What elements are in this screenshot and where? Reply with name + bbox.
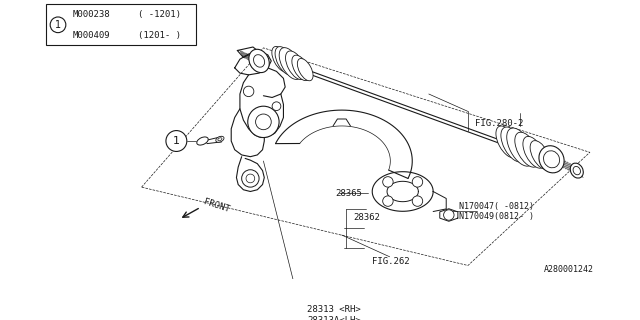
Ellipse shape	[275, 47, 295, 75]
Text: M000409: M000409	[73, 30, 111, 40]
Ellipse shape	[292, 55, 310, 81]
Circle shape	[412, 177, 422, 187]
Circle shape	[412, 196, 422, 206]
Circle shape	[246, 174, 255, 183]
Ellipse shape	[272, 46, 290, 72]
Text: FIG.262: FIG.262	[372, 257, 410, 266]
Text: 28365: 28365	[335, 189, 362, 198]
Text: M000238: M000238	[73, 10, 111, 19]
Text: FIG.280-2: FIG.280-2	[475, 119, 524, 128]
Ellipse shape	[496, 126, 518, 158]
Ellipse shape	[279, 48, 301, 79]
Circle shape	[272, 102, 281, 110]
Ellipse shape	[285, 51, 306, 80]
Text: 28362: 28362	[353, 213, 380, 222]
Ellipse shape	[253, 55, 264, 67]
Text: (1201- ): (1201- )	[138, 30, 181, 40]
Ellipse shape	[218, 138, 222, 141]
Ellipse shape	[196, 137, 208, 145]
Ellipse shape	[543, 151, 559, 168]
Text: ( -1201): ( -1201)	[138, 10, 181, 19]
Circle shape	[248, 106, 279, 138]
Text: N170049(0812- ): N170049(0812- )	[460, 212, 534, 221]
Ellipse shape	[249, 49, 269, 73]
Ellipse shape	[515, 132, 540, 167]
Ellipse shape	[216, 136, 224, 142]
Ellipse shape	[539, 146, 564, 173]
Text: FRONT: FRONT	[202, 197, 231, 214]
Circle shape	[242, 170, 259, 187]
Ellipse shape	[573, 166, 580, 175]
Ellipse shape	[501, 127, 525, 162]
Text: 28313A<LH>: 28313A<LH>	[307, 316, 361, 320]
Text: A280001242: A280001242	[544, 265, 594, 274]
Text: 28313 <RH>: 28313 <RH>	[307, 305, 361, 314]
Ellipse shape	[530, 140, 550, 169]
Bar	[46, 4, 196, 45]
Circle shape	[243, 86, 254, 97]
Circle shape	[383, 196, 393, 206]
Circle shape	[166, 131, 187, 151]
Ellipse shape	[298, 59, 313, 81]
Circle shape	[383, 177, 393, 187]
Ellipse shape	[507, 128, 534, 166]
Ellipse shape	[523, 136, 545, 168]
Circle shape	[444, 210, 454, 220]
Circle shape	[50, 17, 66, 33]
Text: 1: 1	[173, 136, 180, 146]
Circle shape	[255, 114, 271, 130]
Ellipse shape	[570, 163, 583, 178]
Text: 1: 1	[55, 20, 61, 30]
Text: N170047( -0812): N170047( -0812)	[460, 202, 534, 211]
